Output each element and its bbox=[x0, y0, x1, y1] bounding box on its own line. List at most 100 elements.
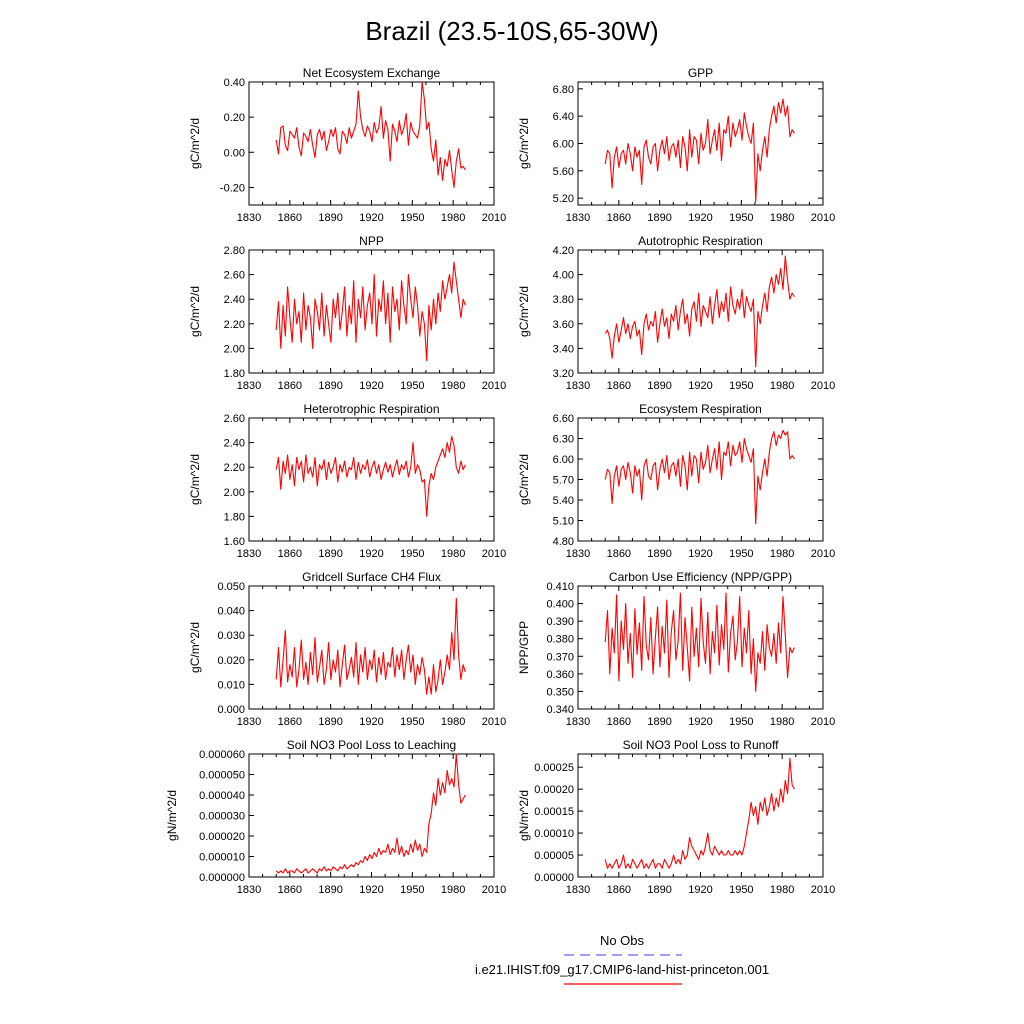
y-tick-label: 0.20 bbox=[224, 112, 245, 124]
x-tick-label: 1860 bbox=[278, 548, 302, 560]
y-tick-label: 4.80 bbox=[553, 536, 574, 548]
y-tick-label: 6.00 bbox=[553, 139, 574, 151]
x-tick-label: 1830 bbox=[237, 212, 261, 224]
y-tick-label: -0.20 bbox=[220, 182, 245, 194]
y-tick-label: 3.80 bbox=[553, 294, 574, 306]
panel-title: Soil NO3 Pool Loss to Leaching bbox=[287, 738, 456, 752]
y-tick-label: 2.00 bbox=[224, 343, 245, 355]
x-tick-label: 1920 bbox=[688, 884, 712, 896]
y-tick-label: 6.60 bbox=[553, 413, 574, 425]
x-tick-label: 1950 bbox=[400, 716, 424, 728]
y-tick-label: 0.410 bbox=[546, 581, 574, 593]
x-tick-label: 1860 bbox=[607, 548, 631, 560]
x-tick-label: 1830 bbox=[237, 548, 261, 560]
x-tick-label: 1950 bbox=[400, 884, 424, 896]
x-tick-label: 1980 bbox=[770, 548, 794, 560]
x-tick-label: 1980 bbox=[441, 716, 465, 728]
y-tick-label: 0.400 bbox=[546, 599, 574, 611]
y-tick-label: 0.000030 bbox=[199, 811, 245, 823]
y-tick-label: 4.20 bbox=[553, 245, 574, 257]
x-tick-label: 1950 bbox=[729, 716, 753, 728]
y-axis-label: gC/m^2/d bbox=[188, 622, 202, 673]
x-tick-label: 1920 bbox=[359, 212, 383, 224]
y-tick-label: 0.040 bbox=[217, 606, 245, 618]
series-line bbox=[604, 255, 795, 368]
x-tick-label: 2010 bbox=[811, 716, 835, 728]
panel-title: GPP bbox=[688, 66, 713, 80]
panel-10: Soil NO3 Pool Loss to Runoff gN/m^2/d 1830… bbox=[517, 738, 835, 896]
y-tick-label: 4.00 bbox=[553, 270, 574, 282]
series-line bbox=[604, 592, 795, 692]
x-tick-label: 1950 bbox=[400, 548, 424, 560]
y-axis-label: gC/m^2/d bbox=[517, 454, 531, 505]
series-line bbox=[275, 435, 466, 517]
y-tick-label: 6.00 bbox=[553, 454, 574, 466]
series-line bbox=[275, 597, 466, 695]
series-line bbox=[604, 757, 795, 869]
x-tick-label: 2010 bbox=[482, 884, 506, 896]
y-tick-label: 0.340 bbox=[546, 704, 574, 716]
y-tick-label: 0.050 bbox=[217, 581, 245, 593]
x-tick-label: 1890 bbox=[647, 380, 671, 392]
x-tick-label: 1980 bbox=[441, 380, 465, 392]
x-tick-label: 1860 bbox=[278, 380, 302, 392]
panel-title: Gridcell Surface CH4 Flux bbox=[302, 570, 441, 584]
x-tick-label: 1920 bbox=[359, 548, 383, 560]
y-tick-label: 0.370 bbox=[546, 651, 574, 663]
y-tick-label: 0.000050 bbox=[199, 770, 245, 782]
x-tick-label: 1920 bbox=[688, 212, 712, 224]
y-tick-label: 0.00000 bbox=[534, 872, 574, 884]
y-tick-label: 6.40 bbox=[553, 111, 574, 123]
y-tick-label: 3.40 bbox=[553, 343, 574, 355]
x-tick-label: 1890 bbox=[647, 548, 671, 560]
figure-title: Brazil (23.5-10S,65-30W) bbox=[365, 16, 658, 46]
plot-frame bbox=[577, 417, 824, 542]
x-tick-label: 1830 bbox=[566, 716, 590, 728]
series-line bbox=[275, 81, 466, 188]
y-axis-label: gC/m^2/d bbox=[188, 454, 202, 505]
panel-title: Heterotrophic Respiration bbox=[303, 402, 439, 416]
series-line bbox=[604, 98, 795, 203]
x-tick-label: 1980 bbox=[770, 716, 794, 728]
x-tick-label: 1980 bbox=[441, 884, 465, 896]
x-tick-label: 2010 bbox=[482, 548, 506, 560]
y-tick-label: 0.390 bbox=[546, 616, 574, 628]
panel-title: Autotrophic Respiration bbox=[638, 234, 763, 248]
x-tick-label: 1860 bbox=[278, 884, 302, 896]
panel-2: GPP gC/m^2/d 1830 1860 1890 1920 1950 1980 2010 5… bbox=[517, 66, 835, 224]
x-tick-label: 2010 bbox=[811, 548, 835, 560]
y-axis-label: gC/m^2/d bbox=[517, 286, 531, 337]
x-tick-label: 1860 bbox=[607, 380, 631, 392]
x-tick-label: 1980 bbox=[441, 548, 465, 560]
x-tick-label: 1890 bbox=[647, 716, 671, 728]
x-tick-label: 2010 bbox=[811, 380, 835, 392]
y-tick-label: 5.70 bbox=[553, 475, 574, 487]
x-tick-label: 1980 bbox=[770, 884, 794, 896]
panel-title: Ecosystem Respiration bbox=[639, 402, 762, 416]
y-tick-label: 1.80 bbox=[224, 511, 245, 523]
y-tick-label: 6.80 bbox=[553, 84, 574, 96]
y-axis-label: gC/m^2/d bbox=[188, 118, 202, 169]
x-tick-label: 1980 bbox=[770, 380, 794, 392]
y-tick-label: 0.000 bbox=[217, 704, 245, 716]
panel-title: Net Ecosystem Exchange bbox=[303, 66, 441, 80]
y-axis-label: gC/m^2/d bbox=[188, 286, 202, 337]
x-tick-label: 1830 bbox=[237, 716, 261, 728]
y-axis-label: gN/m^2/d bbox=[517, 790, 531, 841]
x-tick-label: 1920 bbox=[688, 548, 712, 560]
x-tick-label: 1830 bbox=[237, 884, 261, 896]
panel-9: Soil NO3 Pool Loss to Leaching gN/m^2/d 18… bbox=[165, 738, 506, 896]
y-tick-label: 0.00 bbox=[224, 147, 245, 159]
y-tick-label: 2.00 bbox=[224, 487, 245, 499]
y-tick-label: 0.00015 bbox=[534, 806, 574, 818]
y-tick-label: 2.60 bbox=[224, 270, 245, 282]
x-tick-label: 1860 bbox=[278, 716, 302, 728]
x-tick-label: 1890 bbox=[318, 380, 342, 392]
y-tick-label: 0.00010 bbox=[534, 828, 574, 840]
y-tick-label: 0.030 bbox=[217, 630, 245, 642]
x-tick-label: 1950 bbox=[400, 380, 424, 392]
x-tick-label: 2010 bbox=[482, 212, 506, 224]
y-axis-label: gC/m^2/d bbox=[517, 118, 531, 169]
x-tick-label: 1950 bbox=[400, 212, 424, 224]
